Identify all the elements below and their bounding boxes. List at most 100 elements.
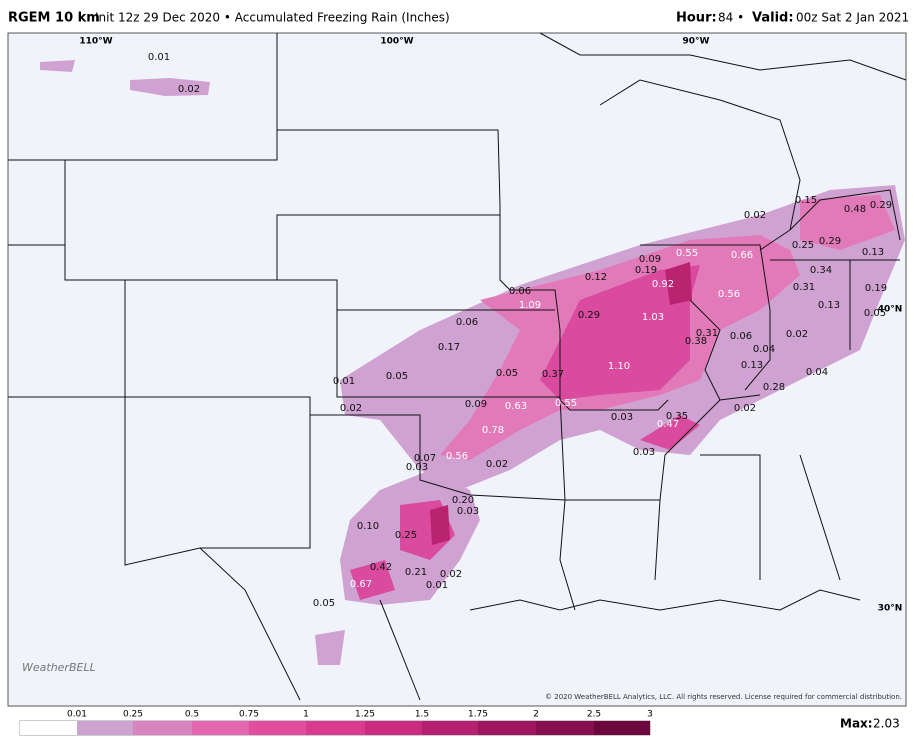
value-label: 0.03 (633, 447, 655, 458)
value-label: 0.47 (657, 419, 679, 430)
value-label: 0.12 (585, 272, 607, 283)
init: Init 12z 29 Dec 2020 • Accumulated Freez… (95, 11, 450, 25)
valid-label: Valid: (752, 11, 794, 26)
value-label: 0.13 (741, 360, 763, 371)
colorbar-tick: 2.5 (587, 710, 601, 720)
colorbar-tick: 1.25 (355, 710, 375, 720)
value-label: 0.48 (844, 204, 866, 215)
value-label: 0.67 (350, 579, 372, 590)
colorbar-segment (249, 721, 306, 735)
colorbar-segment (536, 721, 594, 735)
colorbar-segment (77, 721, 133, 735)
value-label: 0.06 (456, 317, 478, 328)
colorbar-tick: 1.75 (468, 710, 488, 720)
model: RGEM 10 km (8, 11, 100, 26)
freezing-rain (40, 60, 905, 665)
value-label: 0.02 (440, 569, 462, 580)
value-label: 0.02 (486, 459, 508, 470)
valid: 00z Sat 2 Jan 2021 (796, 11, 909, 25)
state-lines (8, 32, 907, 701)
value-label: 0.55 (555, 398, 577, 409)
colorbar-tick: 0.75 (239, 710, 259, 720)
value-label: 1.03 (642, 312, 664, 323)
colorbar-segment (133, 721, 192, 735)
logo: WeatherBELL (22, 661, 96, 674)
value-label: 0.63 (505, 401, 527, 412)
value-label: 1.09 (519, 300, 541, 311)
colorbar-segment (478, 721, 536, 735)
grid-label: 100°W (380, 37, 413, 47)
value-label: 0.03 (406, 462, 428, 473)
value-label: 0.29 (578, 310, 600, 321)
colorbar-segment (192, 721, 249, 735)
colorbar-tick: 2 (533, 710, 539, 720)
value-label: 0.04 (806, 367, 828, 378)
value-label: 0.05 (496, 368, 518, 379)
colorbar-tick: 0.25 (123, 710, 143, 720)
value-label: 0.06 (509, 286, 531, 297)
value-label: 0.06 (730, 331, 752, 342)
value-label: 0.21 (405, 567, 427, 578)
colorbar-tick: 0.01 (67, 710, 87, 720)
value-label: 0.35 (666, 411, 688, 422)
value-label: 0.25 (792, 240, 814, 251)
value-label: 0.38 (685, 336, 707, 347)
grid-label: 110°W (79, 37, 112, 47)
value-label: 0.01 (333, 376, 355, 387)
colorbar-tick: 3 (647, 710, 653, 720)
value-label: 0.37 (542, 369, 564, 380)
value-label: 0.92 (652, 279, 674, 290)
value-label: 0.19 (865, 283, 887, 294)
value-label: 0.25 (395, 530, 417, 541)
grid-label: 40°N (878, 305, 903, 315)
colorbar-segment (20, 721, 77, 735)
map (7, 32, 907, 707)
colorbar-tick: 1.5 (415, 710, 429, 720)
value-label: 0.01 (426, 580, 448, 591)
value-label: 0.13 (862, 247, 884, 258)
value-label: 0.29 (870, 200, 892, 211)
value-label: 0.01 (148, 52, 170, 63)
value-label: 0.15 (795, 195, 817, 206)
value-label: 0.13 (818, 300, 840, 311)
value-label: 0.20 (452, 495, 474, 506)
colorbar-segment (306, 721, 365, 735)
value-label: 0.05 (386, 371, 408, 382)
colorbar-segment (365, 721, 422, 735)
value-label: 0.56 (718, 289, 740, 300)
value-label: 0.34 (810, 265, 832, 276)
value-label: 0.66 (731, 250, 753, 261)
max: 2.03 (873, 717, 900, 731)
value-label: 0.02 (178, 84, 200, 95)
value-label: 0.10 (357, 521, 379, 532)
value-label: 0.05 (313, 598, 335, 609)
colorbar-segment (594, 721, 650, 735)
hour-label: Hour: (676, 11, 717, 26)
colorbar-segment (422, 721, 478, 735)
value-label: 0.03 (457, 506, 479, 517)
value-label: 0.02 (786, 329, 808, 340)
value-label: 0.55 (676, 248, 698, 259)
value-label: 0.31 (793, 282, 815, 293)
value-label: 0.17 (438, 342, 460, 353)
value-label: 0.29 (819, 236, 841, 247)
grid-label: 30°N (878, 604, 903, 614)
value-label: 0.02 (744, 210, 766, 221)
value-label: 0.78 (482, 425, 504, 436)
value-label: 0.03 (611, 412, 633, 423)
value-label: 0.05 (864, 308, 886, 319)
value-label: 0.19 (635, 265, 657, 276)
value-label: 0.02 (340, 403, 362, 414)
value-label: 0.04 (753, 344, 775, 355)
value-label: 0.07 (414, 453, 436, 464)
value-label: 0.09 (465, 399, 487, 410)
hour: 84 • (718, 11, 744, 25)
value-label: 0.09 (639, 254, 661, 265)
value-label: 0.56 (446, 451, 468, 462)
value-label: 0.28 (763, 382, 785, 393)
colorbar-tick: 1 (303, 710, 309, 720)
copyright: © 2020 WeatherBELL Analytics, LLC. All r… (545, 693, 902, 701)
colorbar-tick: 0.5 (185, 710, 199, 720)
grid-label: 90°W (683, 37, 710, 47)
